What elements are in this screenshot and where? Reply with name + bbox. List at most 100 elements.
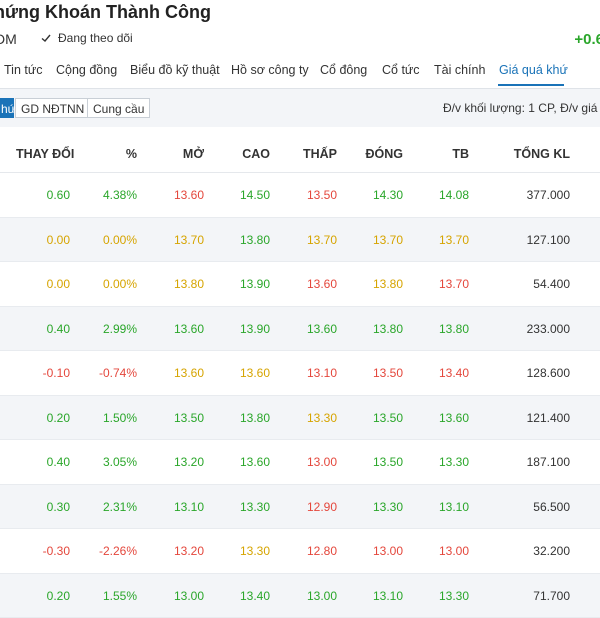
tab-financials[interactable]: Tài chính [434, 63, 485, 77]
ticker-symbol: DM [0, 31, 17, 47]
cell-low: 12.90 [307, 500, 337, 514]
cell-change: 0.30 [47, 500, 70, 514]
follow-button[interactable]: Đang theo dõi [40, 31, 133, 45]
tab-shareholders[interactable]: Cổ đông [320, 63, 367, 77]
cell-close: 13.70 [373, 233, 403, 247]
cell-close: 13.50 [373, 411, 403, 425]
cell-total-volume: 187.100 [527, 455, 570, 469]
cell-percent: 3.05% [103, 455, 137, 469]
cell-close: 13.10 [373, 589, 403, 603]
cell-percent: -0.74% [99, 366, 137, 380]
cell-change: -0.10 [43, 366, 70, 380]
cell-open: 13.80 [174, 277, 204, 291]
price-history-table: THAY ĐỔI % MỞ CAO THẤP ĐÓNG TB TỔNG KL 0… [0, 128, 600, 618]
cell-change: 0.20 [47, 589, 70, 603]
cell-close: 13.80 [373, 277, 403, 291]
tab-dividends[interactable]: Cổ tức [382, 63, 420, 77]
tab-community[interactable]: Cộng đồng [56, 63, 117, 77]
cell-high: 13.40 [240, 589, 270, 603]
cell-change: 0.20 [47, 411, 70, 425]
cell-total-volume: 128.600 [527, 366, 570, 380]
cell-high: 13.60 [240, 455, 270, 469]
unit-note: Đ/v khối lượng: 1 CP, Đ/v giá t [443, 101, 600, 115]
tab-technical-chart[interactable]: Biểu đồ kỹ thuật [130, 63, 220, 77]
cell-low: 13.60 [307, 277, 337, 291]
cell-open: 13.00 [174, 589, 204, 603]
cell-average: 13.10 [439, 500, 469, 514]
column-header-total-volume: TỔNG KL [514, 147, 570, 161]
column-header-high: CAO [242, 147, 270, 161]
cell-percent: 1.50% [103, 411, 137, 425]
cell-low: 13.00 [307, 589, 337, 603]
cell-total-volume: 377.000 [527, 188, 570, 202]
cell-close: 13.00 [373, 544, 403, 558]
cell-open: 13.60 [174, 322, 204, 336]
cell-high: 13.30 [240, 500, 270, 514]
cell-low: 13.60 [307, 322, 337, 336]
cell-total-volume: 233.000 [527, 322, 570, 336]
column-header-close: ĐÓNG [366, 147, 404, 161]
cell-total-volume: 32.200 [533, 544, 570, 558]
tab-news[interactable]: Tin tức [4, 63, 42, 77]
cell-low: 13.30 [307, 411, 337, 425]
cell-open: 13.60 [174, 366, 204, 380]
cell-low: 13.00 [307, 455, 337, 469]
cell-change: 0.00 [47, 277, 70, 291]
table-header: THAY ĐỔI % MỞ CAO THẤP ĐÓNG TB TỔNG KL [0, 128, 600, 173]
segment-supply-demand[interactable]: Cung cầu [87, 98, 150, 118]
cell-percent: 2.99% [103, 322, 137, 336]
company-name: hứng Khoán Thành Công [0, 2, 211, 23]
cell-total-volume: 127.100 [527, 233, 570, 247]
price-change: +0.6 [574, 31, 600, 48]
cell-high: 14.50 [240, 188, 270, 202]
column-header-change: THAY ĐỔI [16, 147, 74, 161]
cell-open: 13.10 [174, 500, 204, 514]
cell-high: 13.80 [240, 233, 270, 247]
cell-close: 13.50 [373, 455, 403, 469]
cell-change: 0.40 [47, 322, 70, 336]
cell-low: 12.80 [307, 544, 337, 558]
cell-high: 13.90 [240, 322, 270, 336]
cell-close: 13.30 [373, 500, 403, 514]
cell-close: 13.50 [373, 366, 403, 380]
cell-total-volume: 54.400 [533, 277, 570, 291]
tab-price-history[interactable]: Giá quá khứ [499, 63, 568, 77]
history-subbar: hứ GD NĐTNN Cung cầu Đ/v khối lượng: 1 C… [0, 89, 600, 127]
cell-average: 13.80 [439, 322, 469, 336]
cell-open: 13.20 [174, 455, 204, 469]
cell-low: 13.50 [307, 188, 337, 202]
tab-company-profile[interactable]: Hồ sơ công ty [231, 63, 309, 77]
cell-percent: -2.26% [99, 544, 137, 558]
cell-open: 13.50 [174, 411, 204, 425]
cell-average: 13.30 [439, 455, 469, 469]
cell-average: 13.60 [439, 411, 469, 425]
column-header-average: TB [452, 147, 469, 161]
column-header-percent: % [126, 147, 137, 161]
check-icon [40, 32, 52, 44]
cell-low: 13.10 [307, 366, 337, 380]
cell-percent: 2.31% [103, 500, 137, 514]
cell-average: 13.30 [439, 589, 469, 603]
cell-change: 0.60 [47, 188, 70, 202]
segment-foreign-trading[interactable]: GD NĐTNN [15, 98, 90, 118]
column-header-open: MỞ [183, 147, 204, 161]
cell-high: 13.60 [240, 366, 270, 380]
table-row: 0.40 2.99% 13.60 13.90 13.60 13.80 13.80 233.00… [0, 307, 600, 352]
cell-close: 13.80 [373, 322, 403, 336]
cell-percent: 0.00% [103, 233, 137, 247]
cell-percent: 0.00% [103, 277, 137, 291]
active-tab-indicator [498, 84, 564, 86]
cell-low: 13.70 [307, 233, 337, 247]
cell-high: 13.80 [240, 411, 270, 425]
cell-average: 14.08 [439, 188, 469, 202]
segment-history[interactable]: hứ [0, 98, 14, 118]
cell-close: 14.30 [373, 188, 403, 202]
